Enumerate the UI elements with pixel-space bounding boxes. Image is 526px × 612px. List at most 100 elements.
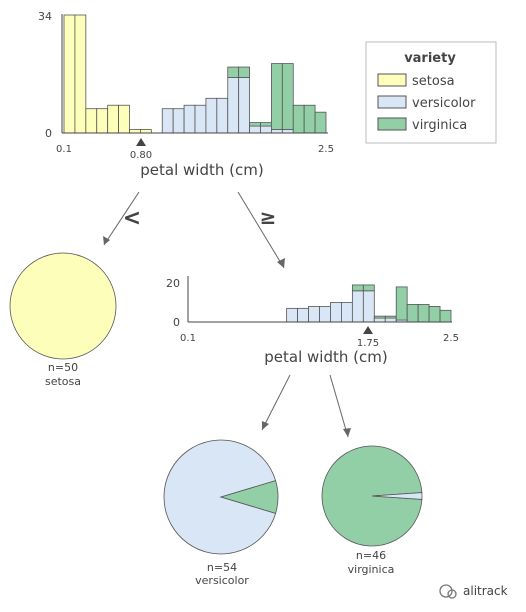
right-split-value: 1.75: [357, 338, 379, 349]
root-split-value: 0.80: [130, 150, 152, 161]
pie-slice-setosa: [9, 252, 117, 360]
root-y-tick-max: 34: [38, 10, 52, 23]
pie-chart-versicolor: [163, 439, 279, 555]
histogram-bar-virginica: [384, 315, 397, 319]
legend-swatch-setosa: [377, 73, 407, 87]
watermark-logo-icon-2: [447, 589, 457, 599]
root-x-tick-max: 2.5: [318, 144, 334, 155]
histogram-bar-virginica: [417, 304, 430, 323]
histogram-bar-setosa: [63, 14, 76, 134]
histogram-bar-virginica: [428, 305, 441, 323]
histogram-bar-virginica: [373, 315, 386, 319]
histogram-bar-setosa: [85, 108, 98, 134]
histogram-bar-versicolor: [362, 290, 375, 323]
histogram-bar-virginica: [271, 63, 283, 130]
histogram-bar-virginica: [249, 122, 261, 127]
right-x-tick-min: 0.1: [180, 333, 196, 344]
arrowhead-right-right-icon: [343, 428, 351, 437]
leaf-virginica-class: virginica: [348, 563, 395, 576]
leaf-versicolor: n=54 versicolor: [163, 439, 279, 587]
leaf-versicolor-count: n=54: [207, 561, 237, 574]
histogram-bar-virginica: [303, 104, 316, 134]
histogram-bar-versicolor: [281, 129, 294, 134]
leaf-setosa: n=50 setosa: [9, 252, 117, 388]
arrowhead-left-icon: [103, 236, 110, 245]
right-y-tick-max: 20: [166, 277, 180, 290]
histogram-bar-setosa: [107, 104, 119, 134]
histogram-bar-virginica: [281, 63, 294, 130]
histogram-bar-virginica: [260, 122, 272, 127]
histogram-bar-virginica: [292, 104, 305, 134]
pie-chart-setosa: [9, 252, 117, 360]
root-split-marker-icon: [136, 138, 146, 146]
histogram-bar-setosa: [96, 108, 109, 134]
right-node-histogram: 20 0 0.1 2.5 1.75 petal width (cm): [166, 276, 459, 366]
histogram-bar-setosa: [118, 104, 130, 134]
arrowhead-right-left-icon: [262, 421, 269, 430]
root-x-tick-min: 0.1: [56, 144, 72, 155]
histogram-bar-versicolor: [183, 104, 196, 134]
legend-swatch-versicolor: [377, 95, 407, 109]
histogram-bar-versicolor: [271, 129, 283, 134]
root-y-tick-min: 0: [45, 127, 52, 140]
histogram-bar-versicolor: [341, 302, 353, 323]
split-greater-equal-symbol: ≥: [260, 205, 277, 229]
histogram-bar-virginica: [314, 111, 327, 134]
histogram-bar-versicolor: [260, 125, 272, 134]
legend-swatch-virginica: [377, 117, 407, 131]
histogram-bar-versicolor: [373, 317, 386, 323]
histogram-bar-virginica: [439, 309, 452, 323]
histogram-bar-setosa: [129, 129, 141, 134]
histogram-bar-setosa: [74, 14, 87, 134]
histogram-bar-versicolor: [297, 307, 309, 323]
edge-root-left: [103, 191, 140, 246]
leaf-setosa-count: n=50: [48, 361, 78, 374]
histogram-bar-versicolor: [319, 305, 331, 323]
legend-title: variety: [404, 51, 456, 66]
histogram-bar-versicolor: [249, 125, 261, 134]
histogram-bar-versicolor: [216, 97, 229, 134]
right-x-tick-max: 2.5: [443, 333, 459, 344]
arrowhead-right-icon: [277, 258, 285, 268]
leaf-versicolor-class: versicolor: [195, 574, 249, 587]
right-edges: [261, 374, 351, 438]
edge-root-right: [237, 191, 285, 269]
legend-label-virginica: virginica: [412, 118, 467, 133]
histogram-bar-versicolor: [194, 104, 207, 134]
histogram-bar-versicolor: [384, 317, 397, 323]
split-less-than-symbol: <: [123, 206, 141, 231]
histogram-bar-versicolor: [161, 108, 174, 134]
histogram-bar-virginica: [406, 304, 419, 323]
histogram-bar-versicolor: [308, 305, 320, 323]
watermark-logo-icon: [439, 584, 453, 598]
histogram-bar-versicolor: [172, 108, 185, 134]
watermark: alitrack: [439, 584, 508, 599]
right-histogram-bars: [286, 284, 452, 323]
watermark-text: alitrack: [463, 584, 508, 598]
legend-label-versicolor: versicolor: [412, 96, 476, 111]
histogram-bar-versicolor: [351, 290, 364, 323]
histogram-bar-versicolor: [205, 97, 218, 134]
legend-box: [365, 41, 497, 144]
leaf-setosa-class: setosa: [45, 375, 81, 388]
pie-slice-virginica: [219, 480, 279, 514]
legend-label-setosa: setosa: [412, 74, 455, 89]
right-x-axis-label: petal width (cm): [264, 348, 387, 366]
histogram-bar-versicolor: [286, 307, 298, 323]
histogram-bar-virginica: [351, 284, 364, 292]
right-y-tick-min: 0: [173, 316, 180, 329]
pie-slice-versicolor: [371, 492, 423, 500]
right-split-marker-icon: [363, 326, 373, 334]
leaf-virginica: n=46 virginica: [321, 445, 423, 576]
legend: variety setosa versicolor virginica: [365, 41, 497, 144]
histogram-bar-versicolor: [330, 302, 342, 323]
histogram-bar-virginica: [362, 284, 375, 292]
edge-right-right: [329, 374, 349, 438]
histogram-bar-virginica: [227, 66, 240, 78]
root-x-axis-label: petal width (cm): [140, 161, 263, 179]
histogram-bar-virginica: [238, 66, 250, 78]
histogram-bar-virginica: [395, 286, 408, 321]
histogram-bar-versicolor: [238, 77, 250, 134]
edge-right-left: [261, 374, 291, 431]
